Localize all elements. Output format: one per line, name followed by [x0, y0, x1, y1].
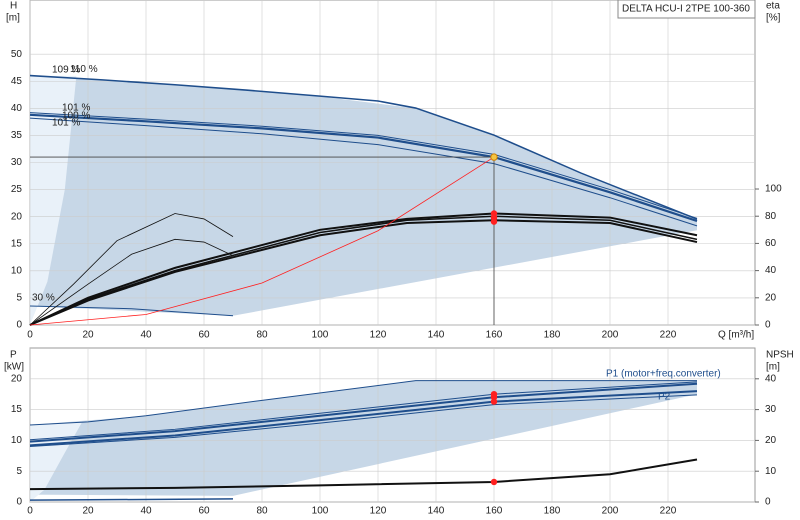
- y-tick-label: 50: [11, 49, 23, 60]
- y-label: P: [10, 350, 17, 361]
- curve-label: 30 %: [32, 293, 55, 304]
- y-tick-label: 20: [11, 373, 23, 384]
- x-tick-label: 20: [82, 330, 94, 341]
- x-tick-label: 80: [256, 330, 268, 341]
- y-tick-label: 15: [11, 238, 23, 249]
- y2-tick-label: 20: [765, 435, 777, 446]
- y-tick-label: 40: [11, 103, 23, 114]
- y-tick-label: 10: [11, 435, 23, 446]
- curve: [29, 212, 698, 326]
- curve: [29, 381, 698, 441]
- x-tick-label: 140: [428, 330, 445, 341]
- y-unit: [kW]: [4, 362, 24, 373]
- curve: [29, 380, 697, 426]
- x-tick-label: 160: [486, 506, 503, 517]
- y-tick-label: 0: [16, 320, 22, 331]
- y-unit: [m]: [6, 13, 20, 24]
- curve-label: 110 %: [70, 64, 98, 75]
- x-tick-label: 0: [27, 506, 33, 517]
- x-tick-label: 180: [544, 506, 561, 517]
- y2-tick-label: 30: [765, 404, 777, 415]
- y-tick-label: 35: [11, 130, 23, 141]
- x-tick-label: 100: [312, 506, 329, 517]
- y-tick-label: 45: [11, 76, 23, 87]
- y-tick-label: 30: [11, 157, 23, 168]
- y2-tick-label: 0: [765, 497, 771, 508]
- y-tick-label: 10: [11, 265, 23, 276]
- y-tick-label: 20: [11, 211, 23, 222]
- y2-tick-label: 40: [765, 373, 777, 384]
- y2-label: NPSH: [766, 350, 794, 361]
- curve-label: 109 %: [52, 64, 80, 75]
- x-tick-label: 20: [82, 506, 94, 517]
- y2-tick-label: 60: [765, 238, 777, 249]
- x-tick-label: 80: [256, 506, 268, 517]
- curve: [29, 112, 698, 219]
- y2-tick-label: 20: [765, 292, 777, 303]
- curve: [29, 117, 698, 227]
- operating-range: [30, 75, 697, 316]
- curve: [29, 394, 698, 448]
- y2-unit: [m]: [766, 362, 780, 373]
- x-tick-label: 120: [370, 330, 387, 341]
- y-tick-label: 5: [16, 293, 22, 304]
- curve: [29, 382, 698, 443]
- x-tick-label: 0: [27, 330, 33, 341]
- curve: [29, 238, 234, 326]
- title-box: [617, 0, 756, 19]
- x-tick-label: 180: [544, 330, 561, 341]
- y-label: H: [10, 1, 17, 12]
- operating-range: [30, 75, 77, 325]
- curve: [29, 219, 698, 326]
- curve-label: P1 (motor+freq.converter): [606, 369, 721, 380]
- plots: 0 20 40 60 80 100 120 140 160 180 200 2200510152025…: [11, 0, 782, 517]
- y2-label: eta: [766, 1, 780, 12]
- x-tick-label: 200: [602, 330, 619, 341]
- curve: [29, 390, 698, 447]
- curve-label: P2: [658, 392, 671, 403]
- x-tick-label: 220: [660, 506, 677, 517]
- curve: [29, 156, 495, 326]
- curve-label: 100 %: [62, 110, 90, 121]
- curve-label: 101 %: [62, 102, 90, 113]
- x-tick-label: 100: [312, 330, 329, 341]
- y2-tick-label: 40: [765, 265, 777, 276]
- y-tick-label: 25: [11, 184, 23, 195]
- y2-tick-label: 80: [765, 211, 777, 222]
- curve: [29, 305, 234, 317]
- y2-unit: [%]: [766, 13, 781, 24]
- curve: [29, 458, 698, 491]
- duty-point: [490, 153, 498, 161]
- y2-tick-label: 100: [765, 184, 782, 195]
- curve: [29, 74, 698, 220]
- x-tick-label: 120: [370, 506, 387, 517]
- y-tick-label: 0: [16, 497, 22, 508]
- curve: [29, 498, 234, 501]
- curve: [29, 213, 234, 326]
- chart-title: DELTA HCU-I 2TPE 100-360: [622, 4, 750, 15]
- x-label: Q [m³/h]: [718, 330, 754, 341]
- x-tick-label: 200: [602, 506, 619, 517]
- duty-point: [490, 478, 498, 486]
- x-tick-label: 160: [486, 330, 503, 341]
- curve: [29, 113, 698, 223]
- duty-point: [490, 398, 498, 405]
- x-tick-label: 60: [198, 506, 210, 517]
- x-tick-label: 40: [140, 506, 152, 517]
- y-tick-label: 5: [16, 466, 22, 477]
- duty-point: [490, 218, 498, 225]
- x-tick-label: 40: [140, 330, 152, 341]
- y2-tick-label: 10: [765, 466, 777, 477]
- curve-label: 101 %: [52, 118, 80, 129]
- y2-tick-label: 0: [765, 320, 771, 331]
- x-tick-label: 140: [428, 506, 445, 517]
- y-tick-label: 15: [11, 404, 23, 415]
- x-tick-label: 60: [198, 330, 210, 341]
- x-tick-label: 220: [660, 330, 677, 341]
- curve: [29, 215, 698, 326]
